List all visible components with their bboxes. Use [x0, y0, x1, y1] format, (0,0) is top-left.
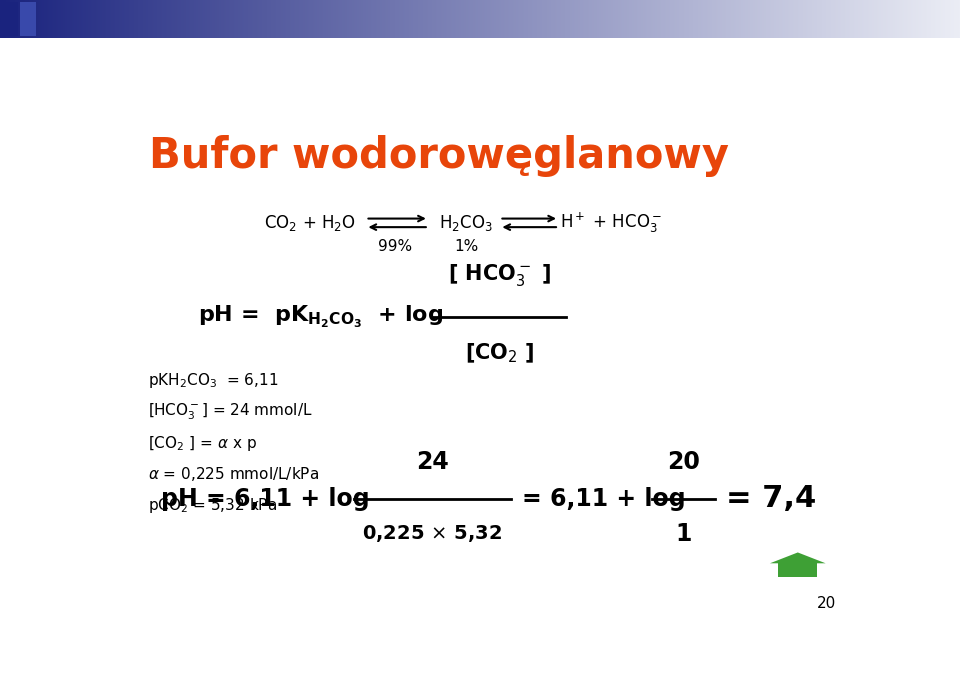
Bar — [2, 2, 18, 36]
Bar — [779, 563, 817, 576]
Text: 1%: 1% — [454, 239, 478, 255]
Text: [CO$_2$ ] = $\alpha$ x p: [CO$_2$ ] = $\alpha$ x p — [148, 434, 257, 452]
Text: = 7,4: = 7,4 — [726, 484, 816, 514]
Text: 99%: 99% — [378, 239, 413, 255]
Bar — [20, 2, 36, 36]
Text: H$_2$CO$_3$: H$_2$CO$_3$ — [439, 213, 492, 233]
Text: pCO$_2$ = 5,32 kPa: pCO$_2$ = 5,32 kPa — [148, 496, 277, 515]
Text: 24: 24 — [416, 450, 449, 475]
Text: [HCO$_3^-$] = 24 mmol/L: [HCO$_3^-$] = 24 mmol/L — [148, 402, 313, 422]
Text: pH =  pK$_{\mathregular{H_2CO_3}}$  + log: pH = pK$_{\mathregular{H_2CO_3}}$ + log — [199, 303, 444, 330]
Text: CO$_2$ + H$_2$O: CO$_2$ + H$_2$O — [264, 213, 356, 233]
Text: $\alpha$ = 0,225 mmol/L/kPa: $\alpha$ = 0,225 mmol/L/kPa — [148, 465, 320, 483]
Text: [ HCO$_3^-$ ]: [ HCO$_3^-$ ] — [448, 262, 551, 288]
Text: [CO$_2$ ]: [CO$_2$ ] — [465, 342, 535, 365]
Text: H$^+$ + HCO$_3^-$: H$^+$ + HCO$_3^-$ — [560, 211, 662, 235]
Polygon shape — [770, 553, 826, 563]
Text: 20: 20 — [817, 596, 836, 611]
Text: 1: 1 — [676, 522, 692, 546]
Text: Bufor wodorowęglanowy: Bufor wodorowęglanowy — [150, 135, 730, 177]
Text: = 6,11 + log: = 6,11 + log — [522, 487, 685, 511]
Text: 0,225 $\times$ 5,32: 0,225 $\times$ 5,32 — [363, 523, 502, 544]
Text: 20: 20 — [667, 450, 700, 475]
Text: pKH$_2$CO$_3$  = 6,11: pKH$_2$CO$_3$ = 6,11 — [148, 372, 278, 390]
Text: pH = 6,11 + log: pH = 6,11 + log — [161, 487, 370, 511]
